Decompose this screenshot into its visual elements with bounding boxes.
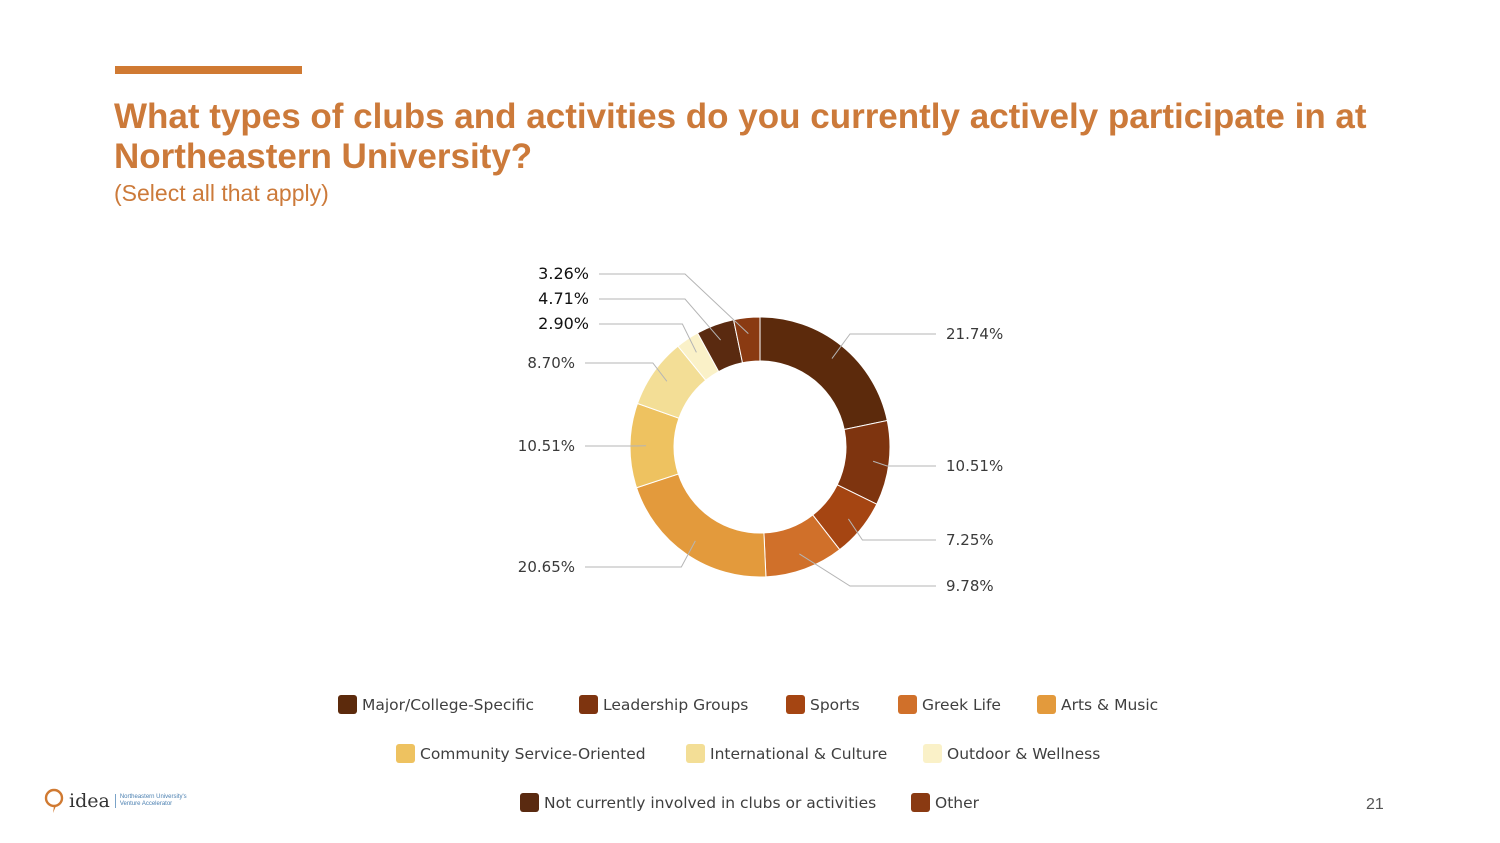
data-label-1: 10.51% (946, 457, 1003, 475)
leader-line-7 (599, 323, 697, 353)
logo-tagline: Northeastern University's Venture Accele… (114, 794, 187, 808)
leader-line-0 (831, 333, 936, 359)
legend-swatch-4 (1037, 695, 1056, 714)
slide-subtitle: (Select all that apply) (114, 180, 329, 206)
leader-line-2 (848, 518, 936, 541)
legend-swatch-3 (898, 695, 917, 714)
legend-label-2: Sports (810, 695, 860, 714)
leader-line-3 (799, 553, 936, 587)
legend-swatch-0 (338, 695, 357, 714)
legend-label-7: Outdoor & Wellness (947, 744, 1101, 763)
data-label-2: 7.25% (946, 531, 994, 549)
accent-bar (115, 66, 302, 74)
page-number: 21 (1366, 796, 1384, 813)
legend-item-0: Major/College-Specific (338, 695, 534, 714)
legend-swatch-6 (686, 744, 705, 763)
legend-label-1: Leadership Groups (603, 695, 749, 714)
data-label-7: 2.90% (538, 314, 589, 333)
legend-item-6: International & Culture (686, 744, 887, 763)
legend-swatch-8 (520, 793, 539, 812)
leader-line-4 (585, 540, 696, 568)
data-label-9: 3.26% (538, 264, 589, 283)
legend-item-8: Not currently involved in clubs or activ… (520, 793, 876, 812)
legend-label-8: Not currently involved in clubs or activ… (544, 793, 877, 812)
data-label-6: 8.70% (527, 354, 575, 372)
logo-word: idea (69, 790, 110, 812)
legend-item-3: Greek Life (898, 695, 1001, 714)
location-pin-icon (44, 788, 64, 813)
legend-label-9: Other (935, 793, 980, 812)
legend-item-1: Leadership Groups (579, 695, 748, 714)
leader-line-1 (872, 460, 936, 467)
legend-item-9: Other (911, 793, 979, 812)
legend-swatch-7 (923, 744, 942, 763)
legend-swatch-9 (911, 793, 930, 812)
legend-item-2: Sports (786, 695, 860, 714)
slice-9 (732, 316, 761, 364)
idea-logo: idea Northeastern University's Venture A… (43, 788, 187, 814)
legend-label-6: International & Culture (710, 744, 888, 763)
data-label-8: 4.71% (538, 289, 589, 308)
legend-swatch-2 (786, 695, 805, 714)
leader-line-6 (585, 362, 668, 382)
leader-line-9 (599, 273, 749, 334)
data-label-5: 10.51% (518, 437, 575, 455)
legend-label-5: Community Service-Oriented (420, 744, 646, 763)
legend-item-5: Community Service-Oriented (396, 744, 646, 763)
legend-swatch-1 (579, 695, 598, 714)
logo-tagline-line-1: Northeastern University's (119, 794, 187, 800)
legend-label-0: Major/College-Specific (362, 695, 535, 714)
legend-item-4: Arts & Music (1037, 695, 1158, 714)
legend-label-4: Arts & Music (1061, 695, 1159, 714)
legend-swatch-5 (396, 744, 415, 763)
leader-line-8 (599, 298, 721, 341)
data-label-4: 20.65% (518, 558, 575, 576)
data-label-0: 21.74% (946, 325, 1003, 343)
legend-label-3: Greek Life (922, 695, 1001, 714)
slice-4 (635, 473, 767, 578)
legend-item-7: Outdoor & Wellness (923, 744, 1100, 763)
logo-tagline-line-2: Venture Accelerator (119, 801, 173, 807)
slide-title: What types of clubs and activities do yo… (114, 97, 1367, 176)
data-label-3: 9.78% (946, 577, 994, 595)
